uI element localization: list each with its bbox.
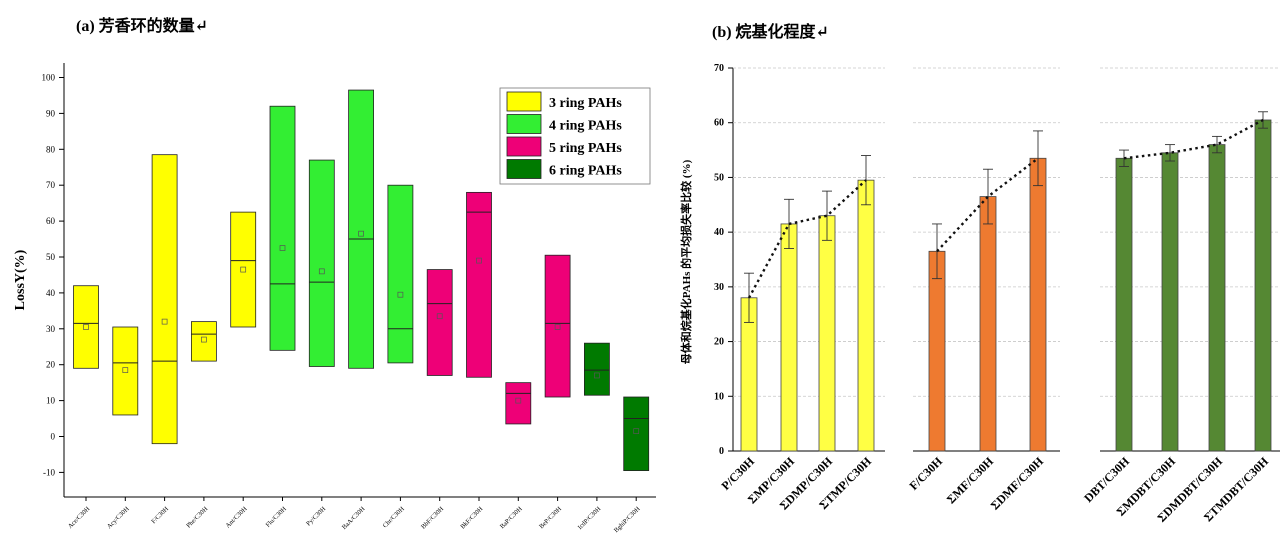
legend-a: 3 ring PAHs 4 ring PAHs 5 ring PAHs 6 ring …	[499, 87, 651, 185]
a-legend-label: 4 ring PAHs	[549, 119, 622, 134]
a-box	[426, 269, 453, 376]
b-trend-line	[747, 179, 867, 299]
b-x-tick-label: ΣMF/C30H	[944, 454, 997, 507]
b-y-tick-label: 50	[714, 172, 724, 183]
b-bar	[1029, 157, 1047, 452]
b-x-tick-label: ΣDMF/C30H	[988, 454, 1047, 513]
a-x-tick-label: Chr/C30H	[382, 505, 406, 529]
a-mean-marker	[515, 397, 522, 404]
a-legend-label: 6 ring PAHs	[549, 164, 622, 179]
a-x-tick-label: BghiP/C30H	[613, 505, 642, 534]
b-y-tick-label: 30	[714, 282, 724, 293]
a-legend-swatch	[506, 136, 542, 157]
a-mean-marker	[122, 367, 129, 373]
a-y-tick-label: 60	[46, 216, 56, 226]
a-mean-marker	[318, 268, 325, 275]
b-bar	[1161, 152, 1179, 452]
b-trend-line	[1123, 118, 1264, 160]
a-x-tick-label: Ace/C30H	[67, 505, 92, 530]
a-legend-swatch	[506, 114, 542, 134]
b-y-tick-label: 20	[714, 337, 724, 348]
a-box	[584, 342, 610, 396]
a-y-tick-label: 40	[46, 288, 56, 298]
a-y-tick-label: 0	[51, 432, 56, 442]
a-y-axis-label: LossY(%)	[13, 249, 28, 310]
b-bar	[818, 215, 836, 452]
a-box	[387, 184, 414, 364]
b-bar	[1254, 119, 1272, 452]
a-box	[466, 191, 492, 378]
a-x-tick-label: F/C30H	[150, 505, 170, 525]
a-y-tick-label: 10	[46, 396, 56, 406]
a-mean-marker	[161, 318, 168, 325]
a-mean-marker	[83, 324, 89, 330]
b-y-tick-label: 40	[714, 227, 724, 238]
a-legend-label: 3 ring PAHs	[549, 96, 622, 111]
a-x-tick-label: Acy/C30H	[106, 505, 131, 530]
a-box	[348, 89, 375, 369]
chart-b: 0 10 20 30 40 50 60 70 母体和烷基化PAHs 的平均损失率比较 (%) P/…	[679, 63, 1280, 525]
b-bar	[1115, 157, 1133, 452]
a-mean-marker	[554, 324, 561, 330]
a-legend-label: 5 ring PAHs	[549, 141, 622, 156]
b-bar	[928, 250, 946, 452]
b-bar	[780, 223, 798, 452]
a-y-tick-label: 90	[46, 108, 56, 118]
a-x-tick-label: BeP/C30H	[538, 505, 563, 530]
a-x-tick-label: BkF/C30H	[459, 505, 484, 530]
a-y-tick-label: 50	[46, 252, 56, 262]
a-mean-marker	[633, 428, 640, 434]
a-y-tick-label: 30	[46, 324, 56, 334]
b-trend-line	[936, 157, 1039, 253]
a-x-tick-label: BaA/C30H	[341, 505, 367, 531]
panel-a-title: (a) 芳香环的数量↵	[76, 16, 208, 35]
b-y-axis-label: 母体和烷基化PAHs 的平均损失率比较 (%)	[679, 159, 693, 364]
a-y-tick-label: 100	[42, 73, 56, 83]
b-y-tick-label: 0	[719, 446, 724, 457]
a-x-tick-label: Py/C30H	[305, 505, 327, 527]
a-legend-swatch	[506, 159, 542, 179]
a-box	[544, 254, 571, 398]
b-y-tick-label: 70	[714, 63, 724, 74]
b-x-tick-label: F/C30H	[906, 454, 945, 493]
a-mean-marker	[240, 266, 247, 273]
a-legend-swatch	[506, 91, 542, 112]
a-box	[151, 154, 178, 445]
a-x-tick-label: Phe/C30H	[185, 505, 209, 529]
a-mean-marker	[476, 257, 482, 264]
a-box	[308, 159, 335, 367]
b-bar	[1208, 144, 1226, 452]
a-x-tick-label: IcdP/C30H	[577, 505, 603, 531]
a-x-tick-label: BaP/C30H	[499, 505, 524, 530]
a-mean-marker	[279, 245, 286, 251]
a-mean-marker	[201, 336, 207, 343]
a-y-tick-label: 80	[46, 144, 56, 154]
b-y-tick-label: 60	[714, 118, 724, 129]
a-x-tick-label: Flu/C30H	[265, 505, 289, 529]
a-box	[112, 326, 139, 416]
a-y-tick-label: 70	[46, 180, 56, 190]
a-mean-marker	[358, 230, 364, 237]
a-mean-marker	[436, 313, 443, 320]
b-y-tick-label: 10	[714, 391, 724, 402]
a-x-tick-label: BbF/C30H	[420, 505, 445, 530]
a-y-tick-label: 20	[46, 360, 56, 370]
a-box	[190, 321, 217, 362]
a-box	[269, 105, 296, 351]
a-mean-marker	[397, 291, 404, 298]
a-x-tick-label: Ant/C30H	[225, 505, 249, 529]
a-y-tick-label: -10	[43, 467, 55, 477]
a-box	[73, 285, 99, 369]
a-box	[230, 211, 257, 328]
b-x-tick-label: P/C30H	[718, 454, 757, 493]
b-bar	[979, 196, 997, 452]
b-bar	[857, 179, 875, 452]
a-mean-marker	[594, 372, 600, 379]
panel-b-title: (b) 烷基化程度↵	[712, 22, 829, 41]
